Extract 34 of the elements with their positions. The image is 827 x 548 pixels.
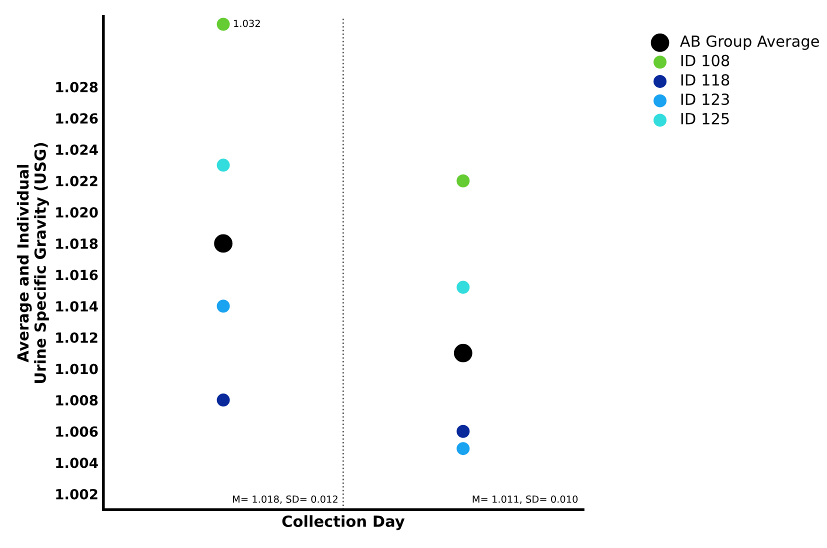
point — [216, 158, 230, 172]
y-tick-label: 1.010 — [56, 364, 98, 374]
y-tick-label: 1.020 — [56, 207, 98, 218]
legend-label: ID 118 — [681, 74, 730, 86]
legend-label: AB Group Average — [680, 35, 819, 50]
point — [456, 442, 470, 456]
y-tick-label: 1.012 — [56, 332, 98, 343]
y-tick-label: 1.018 — [56, 238, 98, 249]
y-tick-label: 1.004 — [56, 458, 98, 468]
point — [216, 18, 230, 31]
legend-label: ID 123 — [681, 94, 729, 106]
y-tick-label: 1.008 — [56, 395, 98, 406]
y-tick-label: 1.002 — [56, 488, 98, 500]
y-tick-label: 1.006 — [56, 426, 98, 437]
point — [216, 394, 230, 407]
point — [454, 344, 472, 362]
point — [456, 280, 470, 294]
point — [456, 174, 470, 188]
legend-label: ID 108 — [681, 54, 730, 66]
y-tick-label: 1.022 — [56, 176, 98, 186]
data-label: 1.032 — [234, 20, 260, 28]
x-axis-title: Collection Day — [282, 515, 405, 530]
y-tick-label: 1.026 — [56, 113, 98, 124]
annotation: M= 1.011, SD= 0.010 — [472, 495, 578, 504]
y-tick-label: 1.016 — [56, 270, 98, 280]
point — [456, 424, 470, 438]
point — [214, 234, 232, 253]
legend-label: ID 125 — [681, 112, 729, 124]
annotation: M= 1.018, SD= 0.012 — [232, 495, 338, 504]
y-tick-label: 1.014 — [56, 301, 98, 312]
y-tick-label: 1.024 — [56, 144, 98, 155]
point — [216, 300, 230, 313]
y-axis-title: Average and Individual Urine Specific Gravity (USG) — [16, 143, 50, 383]
y-tick-label: 1.028 — [56, 82, 98, 92]
